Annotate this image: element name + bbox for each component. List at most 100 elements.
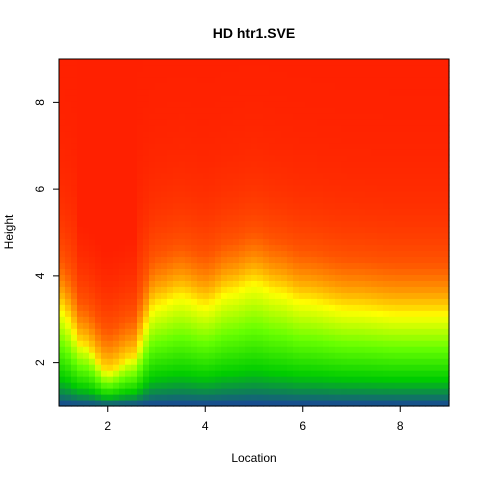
heatmap-cell xyxy=(377,202,384,210)
heatmap-cell xyxy=(203,298,210,305)
heatmap-cell xyxy=(317,196,324,204)
heatmap-cell xyxy=(263,59,270,66)
heatmap-cell xyxy=(77,82,84,90)
heatmap-cell xyxy=(215,142,222,150)
heatmap-cell xyxy=(233,76,240,84)
heatmap-cell xyxy=(149,118,156,126)
heatmap-cell xyxy=(275,334,282,341)
heatmap-cell xyxy=(305,364,312,371)
heatmap-cell xyxy=(137,82,144,90)
heatmap-cell xyxy=(95,340,102,347)
heatmap-cell xyxy=(263,130,270,138)
heatmap-cell xyxy=(281,166,288,174)
heatmap-cell xyxy=(125,328,132,335)
heatmap-cell xyxy=(281,400,288,407)
heatmap-cell xyxy=(311,59,318,66)
heatmap-cell xyxy=(419,208,426,216)
heatmap-cell xyxy=(353,166,360,174)
heatmap-cell xyxy=(233,382,240,389)
heatmap-cell xyxy=(269,148,276,156)
heatmap-cell xyxy=(101,316,108,323)
heatmap-cell xyxy=(335,250,342,258)
heatmap-cell xyxy=(95,208,102,216)
heatmap-cell xyxy=(383,292,390,299)
heatmap-cell xyxy=(95,142,102,150)
heatmap-cell xyxy=(275,400,282,407)
heatmap-cell xyxy=(221,196,228,204)
heatmap-cell xyxy=(383,220,390,228)
heatmap-cell xyxy=(71,280,78,287)
heatmap-cell xyxy=(203,100,210,108)
heatmap-cell xyxy=(317,148,324,156)
heatmap-cell xyxy=(191,346,198,353)
heatmap-cell xyxy=(407,148,414,156)
heatmap-cell xyxy=(341,382,348,389)
heatmap-cell xyxy=(401,400,408,407)
heatmap-cell xyxy=(203,124,210,132)
heatmap-cell xyxy=(71,388,78,395)
heatmap-cell xyxy=(59,160,66,168)
heatmap-cell xyxy=(65,250,72,258)
heatmap-cell xyxy=(335,304,342,311)
heatmap-cell xyxy=(323,94,330,102)
plot-frame xyxy=(58,58,450,407)
heatmap-cell xyxy=(95,232,102,240)
heatmap-cell xyxy=(389,166,396,174)
heatmap-cell xyxy=(161,208,168,216)
heatmap-cell xyxy=(425,70,432,78)
heatmap-cell xyxy=(125,310,132,317)
heatmap-cell xyxy=(401,82,408,90)
heatmap-cell xyxy=(221,340,228,347)
heatmap-cell xyxy=(83,316,90,323)
heatmap-cell xyxy=(425,130,432,138)
heatmap-cell xyxy=(335,370,342,377)
heatmap-cell xyxy=(245,250,252,258)
heatmap-cell xyxy=(83,106,90,114)
heatmap-cell xyxy=(167,310,174,317)
heatmap-cell xyxy=(83,202,90,210)
heatmap-cell xyxy=(167,59,174,66)
heatmap-cell xyxy=(77,250,84,258)
heatmap-cell xyxy=(311,358,318,365)
heatmap-cell xyxy=(221,214,228,222)
heatmap-cell xyxy=(251,298,258,305)
heatmap-cell xyxy=(137,76,144,84)
heatmap-cell xyxy=(173,59,180,66)
heatmap-cell xyxy=(323,136,330,144)
heatmap-cell xyxy=(293,286,300,293)
heatmap-cell xyxy=(287,106,294,114)
heatmap-cell xyxy=(197,220,204,228)
heatmap-cell xyxy=(413,82,420,90)
heatmap-cell xyxy=(107,274,114,281)
heatmap-cell xyxy=(245,214,252,222)
heatmap-cell xyxy=(347,274,354,281)
heatmap-cell xyxy=(395,376,402,383)
heatmap-cell xyxy=(413,142,420,150)
heatmap-cell xyxy=(113,160,120,168)
heatmap-cell xyxy=(275,70,282,78)
heatmap-cell xyxy=(269,376,276,383)
heatmap-cell xyxy=(353,328,360,335)
heatmap-cell xyxy=(71,190,78,198)
heatmap-cell xyxy=(71,88,78,96)
heatmap-cell xyxy=(323,310,330,317)
heatmap-cell xyxy=(401,226,408,234)
heatmap-cell xyxy=(263,304,270,311)
heatmap-cell xyxy=(167,148,174,156)
heatmap-cell xyxy=(407,274,414,281)
heatmap-cell xyxy=(161,400,168,407)
heatmap-cell xyxy=(233,232,240,240)
heatmap-cell xyxy=(287,340,294,347)
heatmap-cell xyxy=(185,388,192,395)
heatmap-cell xyxy=(443,76,450,84)
heatmap-cell xyxy=(89,166,96,174)
heatmap-cell xyxy=(437,136,444,144)
heatmap-cell xyxy=(149,178,156,186)
heatmap-cell xyxy=(329,130,336,138)
heatmap-cell xyxy=(395,208,402,216)
heatmap-cell xyxy=(257,334,264,341)
heatmap-cell xyxy=(233,70,240,78)
heatmap-cell xyxy=(281,82,288,90)
heatmap-cell xyxy=(311,346,318,353)
heatmap-cell xyxy=(245,202,252,210)
